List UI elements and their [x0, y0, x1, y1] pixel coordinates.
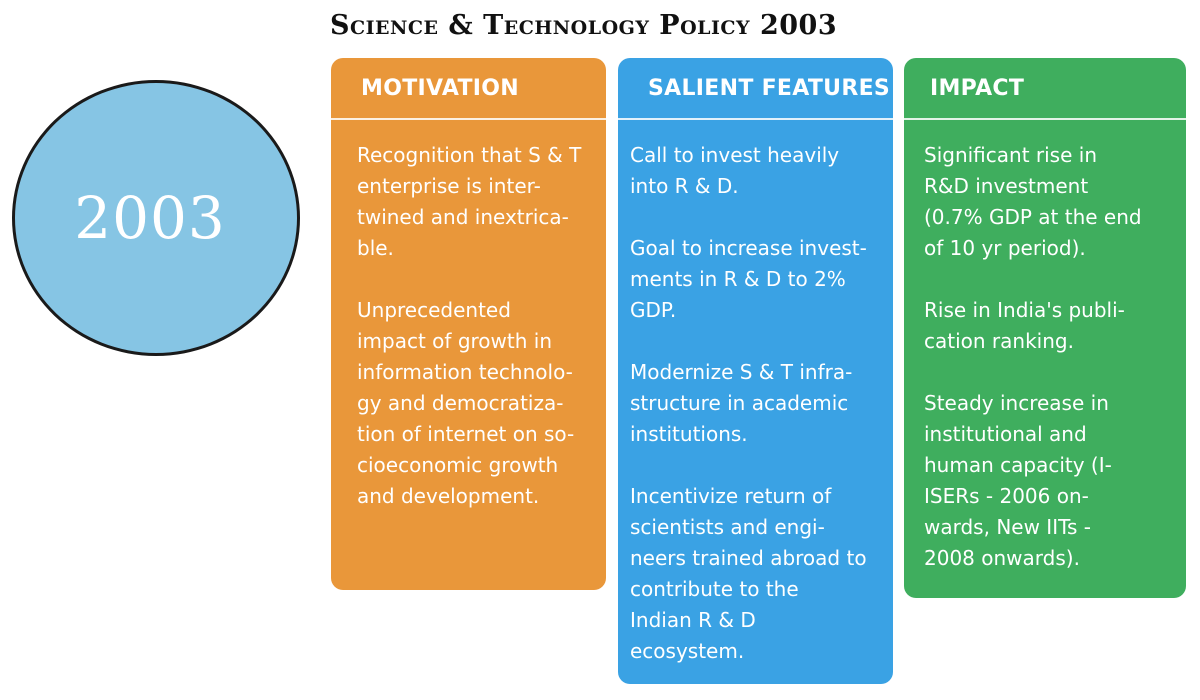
- salient-features-heading: SALIENT FEATURES: [618, 58, 893, 120]
- impact-item: Significant rise in R&D investment (0.7%…: [924, 143, 1142, 260]
- impact-item: Rise in India's publi- cation ranking.: [924, 298, 1125, 353]
- salient-features-column: SALIENT FEATURES Call to invest heavily …: [618, 58, 893, 684]
- impact-item: Steady increase in institutional and hum…: [924, 391, 1112, 570]
- feature-item: Incentivize return of scientists and eng…: [630, 484, 867, 663]
- impact-heading: IMPACT: [904, 58, 1186, 120]
- feature-item: Call to invest heavily into R & D.: [630, 143, 840, 198]
- motivation-column: MOTIVATION Recognition that S & T enterp…: [331, 58, 606, 590]
- motivation-heading: MOTIVATION: [331, 58, 606, 120]
- year-circle: 2003: [12, 80, 300, 356]
- year-label: 2003: [74, 184, 226, 252]
- motivation-item: Unprecedented impact of growth in inform…: [357, 298, 575, 508]
- page-title: Science & Technology Policy 2003: [330, 10, 838, 41]
- motivation-item: Recognition that S & T enterprise is int…: [357, 143, 582, 260]
- feature-item: Modernize S & T infra- structure in acad…: [630, 360, 853, 446]
- feature-item: Goal to increase invest- ments in R & D …: [630, 236, 867, 322]
- impact-column: IMPACT Significant rise in R&D investmen…: [904, 58, 1186, 598]
